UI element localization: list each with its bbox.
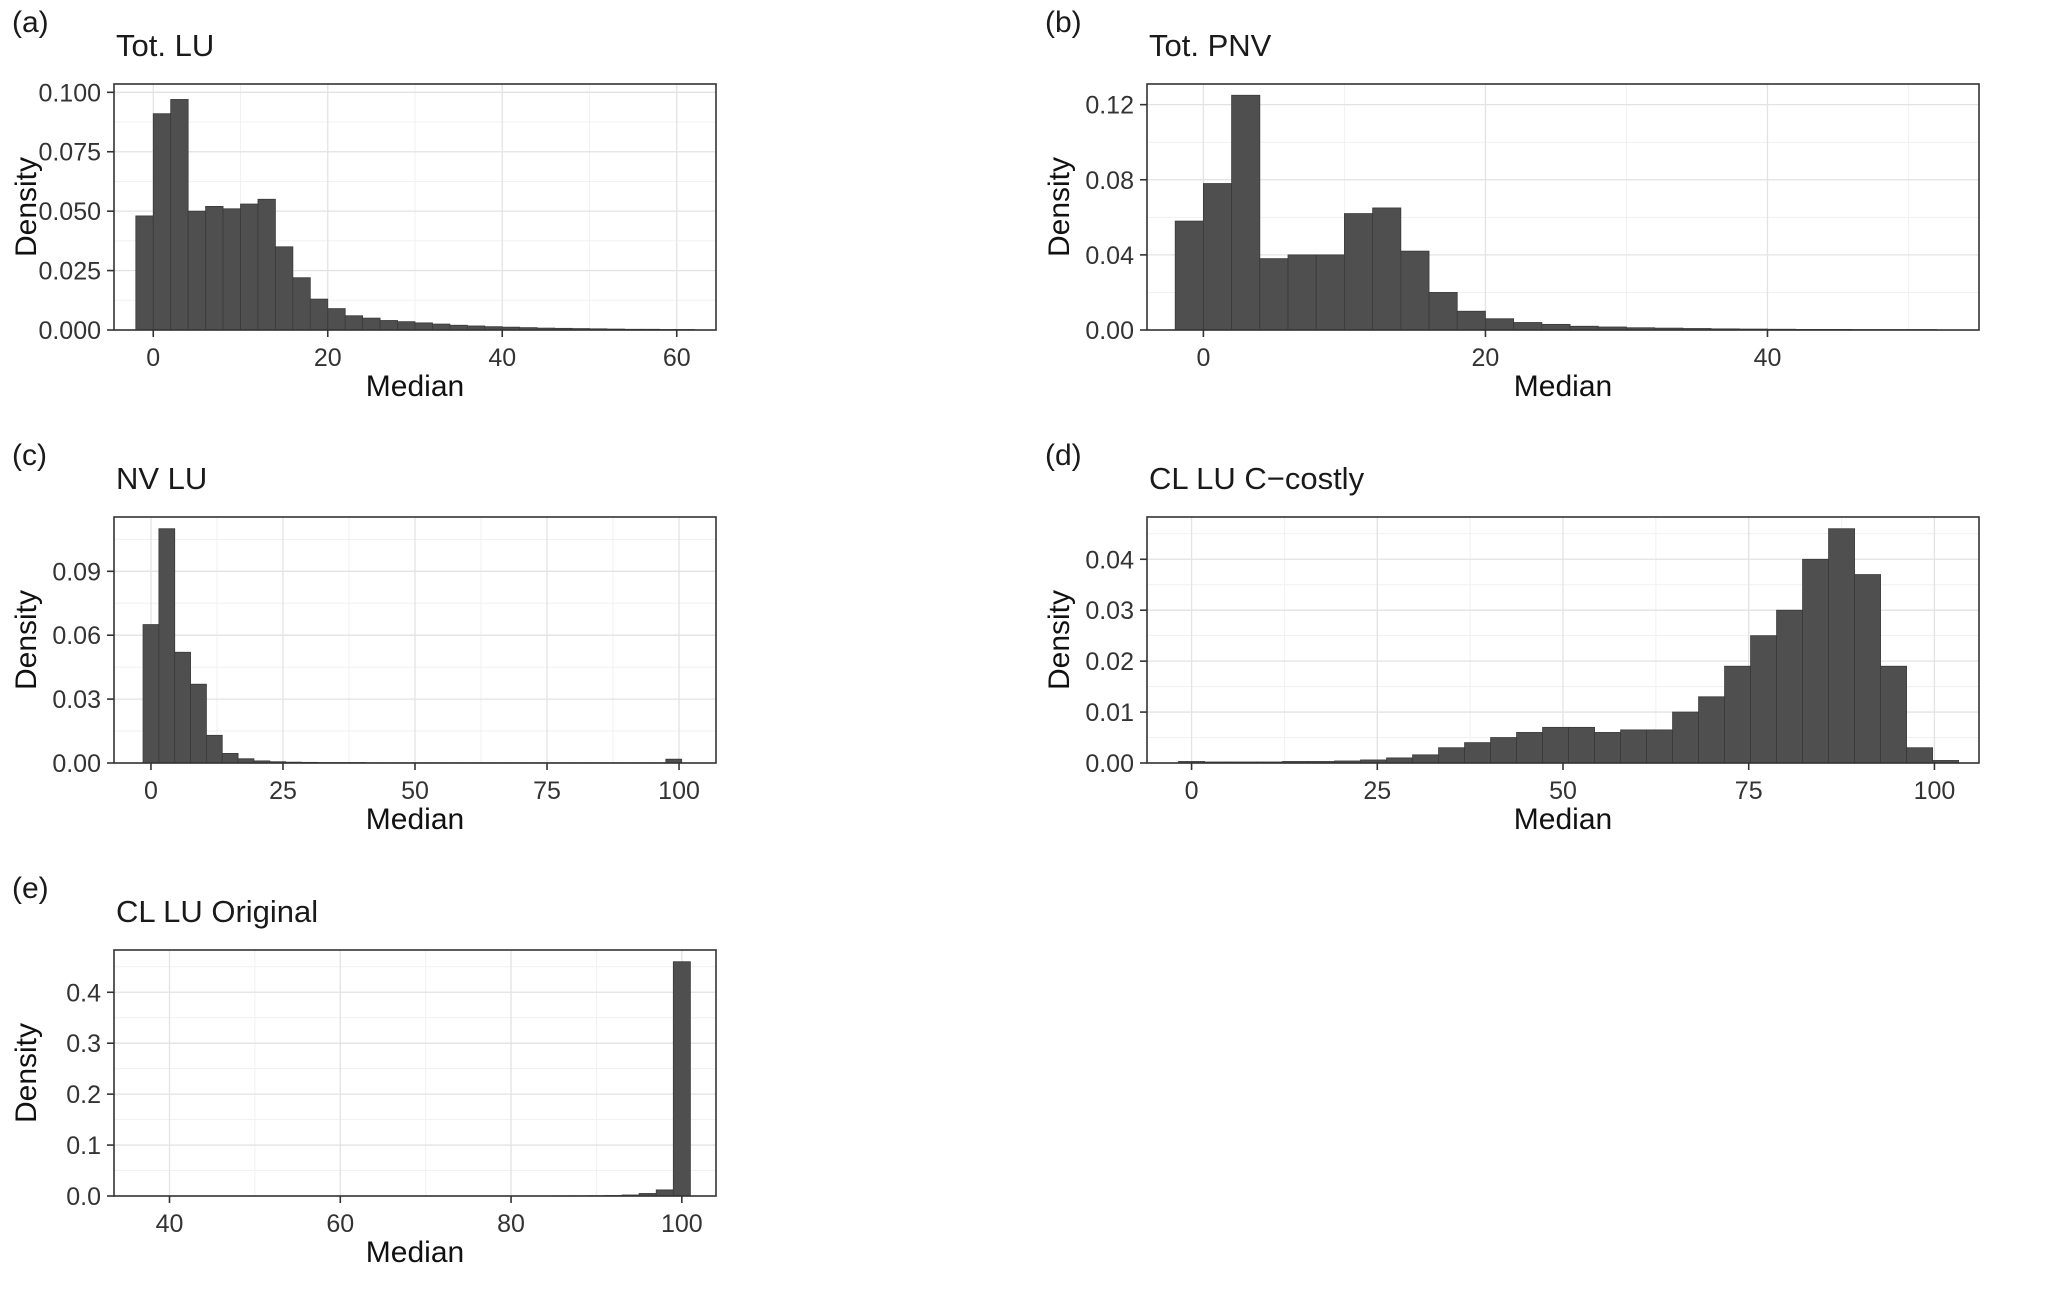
- svg-text:40: 40: [488, 344, 516, 372]
- svg-text:0.03: 0.03: [1085, 597, 1134, 625]
- histogram-tot-lu: 0 20 40 60 0.000 0.025 0.050 0.075 0.100 Median De…: [10, 79, 717, 403]
- svg-text:0.0: 0.0: [66, 1183, 101, 1211]
- svg-text:0.050: 0.050: [38, 198, 101, 226]
- histogram-cl-lu-original: 40 60 80 100 0.0 0.1 0.2 0.3 0.4 Median Density: [10, 949, 717, 1269]
- svg-text:60: 60: [326, 1210, 354, 1238]
- svg-text:25: 25: [269, 777, 297, 805]
- svg-text:Median: Median: [1514, 370, 1612, 403]
- svg-text:80: 80: [497, 1210, 525, 1238]
- svg-text:0.09: 0.09: [52, 558, 101, 586]
- svg-text:50: 50: [401, 777, 429, 805]
- svg-text:0.000: 0.000: [38, 317, 101, 345]
- svg-text:0.04: 0.04: [1085, 546, 1134, 574]
- svg-text:Median: Median: [366, 370, 464, 403]
- histogram-cl-lu-c-costly: 0 25 50 75 100 0.00 0.01 0.02 0.03 0.04 Median Dens…: [1043, 516, 1980, 836]
- svg-text:0.00: 0.00: [1085, 750, 1134, 778]
- svg-text:20: 20: [314, 344, 342, 372]
- svg-text:0.1: 0.1: [66, 1132, 101, 1160]
- svg-text:0.04: 0.04: [1085, 242, 1134, 270]
- panel-title-tot-pnv: Tot. PNV: [1149, 28, 1272, 63]
- svg-text:0.01: 0.01: [1085, 699, 1134, 727]
- svg-text:0.06: 0.06: [52, 622, 101, 650]
- svg-text:Density: Density: [10, 590, 43, 690]
- svg-text:0: 0: [1196, 344, 1210, 372]
- svg-text:Median: Median: [1514, 803, 1612, 836]
- svg-text:40: 40: [156, 1210, 184, 1238]
- svg-text:25: 25: [1363, 777, 1391, 805]
- histogram-tot-pnv: 0 20 40 0.00 0.04 0.08 0.12 Median Density: [1043, 83, 1980, 403]
- svg-text:0.02: 0.02: [1085, 648, 1134, 676]
- panel-d: (d) CL LU C−costly 0 25 50 75 100 0.00 0.01 0.0…: [1033, 433, 2067, 866]
- empty-cell: [1033, 866, 2067, 1301]
- panel-title-cl-lu-c-costly: CL LU C−costly: [1149, 461, 1365, 496]
- panel-a: (a) Tot. LU 0 20 40 60 0.000 0.025 0.050 0.075 0…: [0, 0, 1033, 433]
- panel-title-tot-lu: Tot. LU: [116, 28, 215, 63]
- svg-text:75: 75: [1735, 777, 1763, 805]
- svg-text:75: 75: [533, 777, 561, 805]
- svg-text:0.08: 0.08: [1085, 167, 1134, 195]
- svg-text:0.00: 0.00: [1085, 317, 1134, 345]
- svg-text:100: 100: [658, 777, 700, 805]
- svg-text:Density: Density: [10, 157, 43, 257]
- panel-title-cl-lu-original: CL LU Original: [116, 894, 319, 929]
- svg-text:100: 100: [1914, 777, 1956, 805]
- svg-text:0.025: 0.025: [38, 258, 101, 286]
- svg-text:60: 60: [663, 344, 691, 372]
- panel-tag-a: (a): [12, 6, 49, 39]
- svg-text:20: 20: [1472, 344, 1500, 372]
- panel-e: (e) CL LU Original 40 60 80 100 0.0 0.1 0.2 0.3…: [0, 866, 1033, 1301]
- histogram-nv-lu: 0 25 50 75 100 0.00 0.03 0.06 0.09 Median Density: [10, 516, 717, 836]
- svg-text:0.075: 0.075: [38, 139, 101, 167]
- panel-b: (b) Tot. PNV 0 20 40 0.00 0.04 0.08 0.12 Median…: [1033, 0, 2067, 433]
- svg-text:0.100: 0.100: [38, 79, 101, 107]
- svg-text:100: 100: [661, 1210, 703, 1238]
- svg-text:0.12: 0.12: [1085, 92, 1134, 120]
- svg-text:0: 0: [144, 777, 158, 805]
- svg-text:0.3: 0.3: [66, 1030, 101, 1058]
- svg-text:Density: Density: [1043, 157, 1076, 257]
- svg-text:0: 0: [1185, 777, 1199, 805]
- svg-text:0.03: 0.03: [52, 686, 101, 714]
- svg-text:Density: Density: [10, 1023, 43, 1123]
- panel-tag-d: (d): [1045, 439, 1082, 472]
- svg-text:0: 0: [146, 344, 160, 372]
- svg-text:Median: Median: [366, 1236, 464, 1269]
- svg-text:0.4: 0.4: [66, 979, 101, 1007]
- panel-tag-c: (c): [12, 439, 47, 472]
- svg-text:40: 40: [1754, 344, 1782, 372]
- panel-tag-e: (e): [12, 872, 49, 905]
- svg-text:0.00: 0.00: [52, 750, 101, 778]
- svg-text:Median: Median: [366, 803, 464, 836]
- svg-text:Density: Density: [1043, 590, 1076, 690]
- panel-tag-b: (b): [1045, 6, 1082, 39]
- svg-text:0.2: 0.2: [66, 1081, 101, 1109]
- svg-text:50: 50: [1549, 777, 1577, 805]
- panel-c: (c) NV LU 0 25 50 75 100 0.00 0.03 0.06 0.09 Medi…: [0, 433, 1033, 866]
- panel-title-nv-lu: NV LU: [116, 461, 208, 496]
